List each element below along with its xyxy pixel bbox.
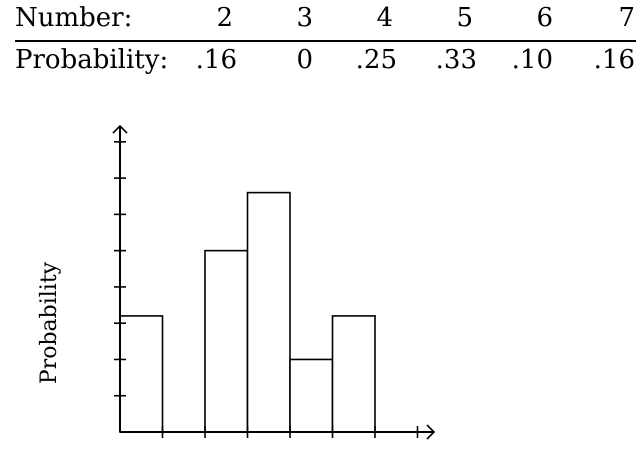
number-cell: 5 xyxy=(456,3,473,33)
probability-cell: .33 xyxy=(435,45,477,75)
number-row-label: Number: xyxy=(15,3,133,33)
probability-cell: .25 xyxy=(355,45,397,75)
x-axis-arrow xyxy=(426,424,436,440)
axes-group xyxy=(112,124,436,440)
histogram-bar xyxy=(246,191,291,433)
y-axis-arrow xyxy=(112,124,128,134)
histogram-bar xyxy=(331,315,376,433)
table-divider xyxy=(15,40,636,42)
number-cell: 4 xyxy=(376,3,393,33)
probability-cell: .16 xyxy=(593,45,635,75)
probability-cell: 0 xyxy=(296,45,313,75)
histogram-bar xyxy=(204,249,249,433)
probability-cell: .10 xyxy=(511,45,553,75)
probability-row-label: Probability: xyxy=(15,45,169,75)
probability-cell: .16 xyxy=(195,45,237,75)
y-axis-label: Probability xyxy=(37,261,62,384)
number-cell: 2 xyxy=(216,3,233,33)
histogram-bar xyxy=(119,315,164,433)
bars-group xyxy=(119,191,376,433)
number-cell: 6 xyxy=(536,3,553,33)
number-cell: 3 xyxy=(296,3,313,33)
histogram-bar xyxy=(289,358,334,433)
number-cell: 7 xyxy=(618,3,635,33)
